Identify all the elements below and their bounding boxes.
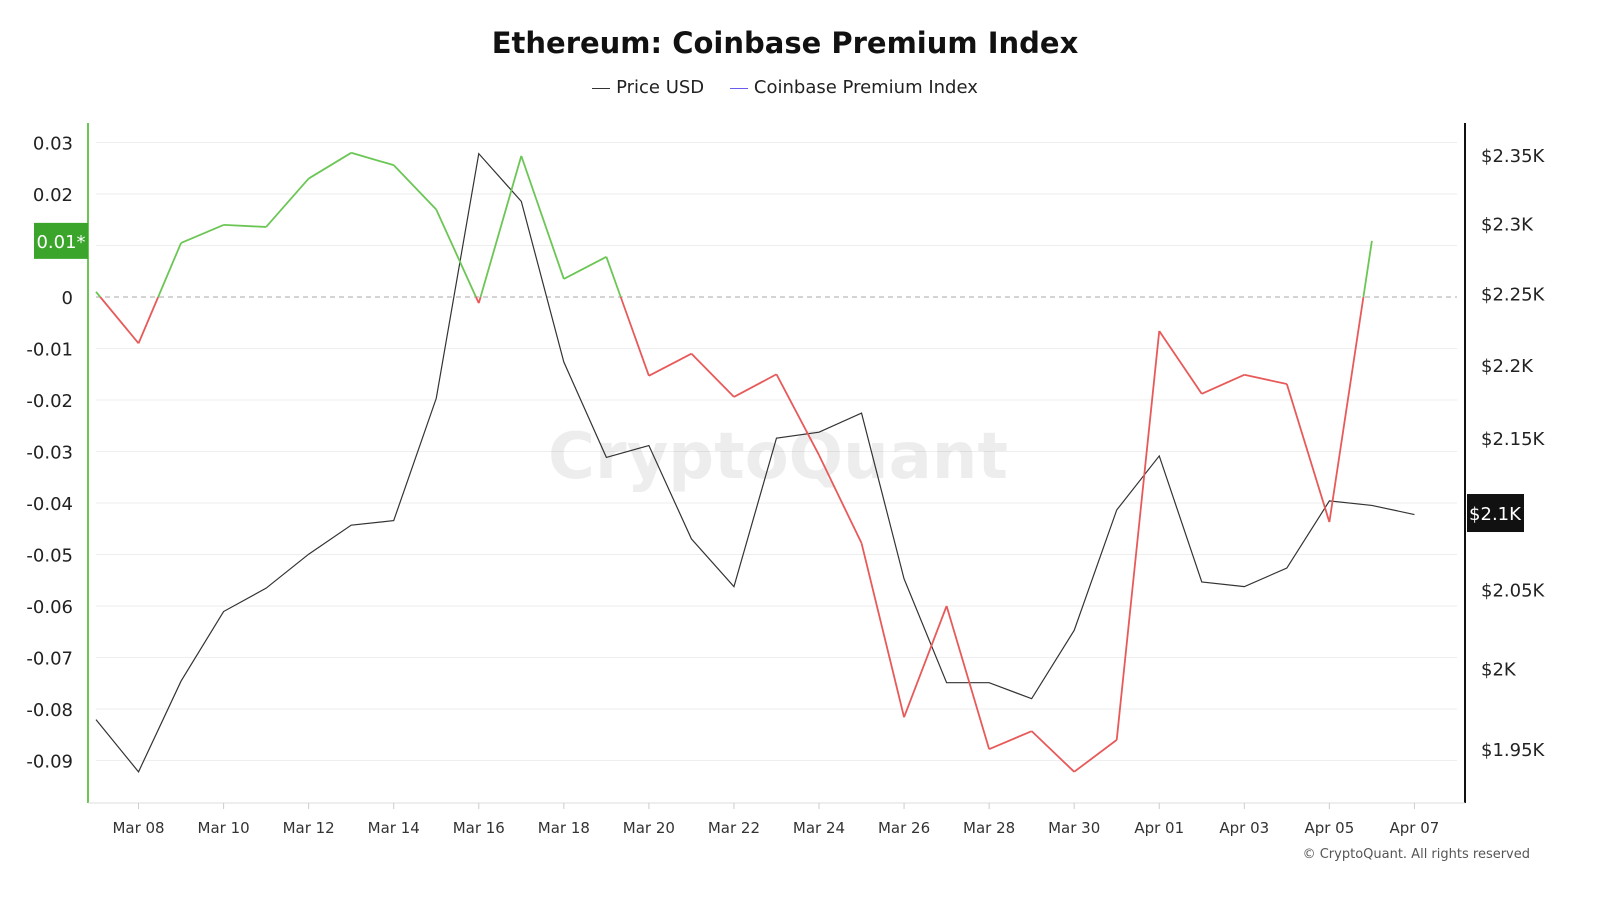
- premium-segment: [137, 296, 159, 344]
- right-tick-label: $2.15K: [1481, 429, 1546, 450]
- right-tick-label: $1.95K: [1481, 740, 1546, 761]
- x-tick-label: Mar 26: [878, 819, 930, 837]
- left-tick-label: 0.02: [33, 185, 73, 206]
- x-tick-label: Apr 03: [1219, 819, 1269, 837]
- premium-segment: [157, 242, 182, 298]
- x-tick-label: Mar 08: [112, 819, 164, 837]
- legend: Price USD Coinbase Premium Index: [0, 77, 1570, 98]
- price-line: [95, 152, 1415, 773]
- premium-segment: [988, 730, 1033, 750]
- premium-segment: [180, 224, 224, 244]
- premium-segment: [520, 155, 565, 280]
- premium-segment: [733, 373, 777, 398]
- left-tick-label: -0.03: [26, 443, 73, 464]
- x-tick-label: Mar 20: [623, 819, 675, 837]
- premium-segment: [477, 296, 482, 304]
- premium-segment: [775, 373, 820, 456]
- x-tick-label: Apr 05: [1304, 819, 1354, 837]
- left-tick-label: -0.01: [26, 340, 73, 361]
- premium-segment: [393, 164, 437, 211]
- left-current-badge: [34, 222, 88, 259]
- premium-segment: [903, 605, 948, 718]
- left-tick-label: 0: [62, 288, 73, 309]
- premium-segment: [1158, 330, 1203, 395]
- right-tick-label: $2.3K: [1481, 214, 1534, 235]
- right-current-badge: [1467, 494, 1524, 533]
- right-tick-label: $2.35K: [1481, 146, 1546, 167]
- premium-segment: [860, 542, 905, 718]
- right-tick-label: $2.25K: [1481, 284, 1546, 305]
- premium-segment: [95, 291, 101, 298]
- x-tick-label: Mar 24: [793, 819, 845, 837]
- premium-segment: [945, 605, 990, 750]
- premium-segment: [1362, 240, 1373, 298]
- premium-segment: [350, 151, 394, 167]
- premium-segment: [265, 177, 310, 228]
- x-tick-label: Mar 10: [198, 819, 250, 837]
- premium-segment: [563, 256, 607, 280]
- left-tick-label: -0.04: [26, 494, 73, 515]
- left-tick-label: -0.02: [26, 391, 73, 412]
- right-tick-label: $2K: [1481, 659, 1517, 680]
- x-tick-label: Mar 22: [708, 819, 760, 837]
- right-current-label: $2.1K: [1469, 504, 1522, 525]
- premium-segment: [818, 454, 863, 544]
- left-tick-label: -0.07: [26, 649, 73, 670]
- left-tick-label: -0.09: [26, 752, 73, 773]
- left-current-label: 0.01*: [36, 232, 85, 253]
- premium-segment: [1201, 373, 1245, 395]
- legend-item-premium[interactable]: Coinbase Premium Index: [729, 77, 978, 98]
- premium-segment: [308, 152, 352, 180]
- premium-segment: [1115, 330, 1161, 740]
- legend-item-price[interactable]: Price USD: [592, 77, 704, 98]
- x-tick-label: Mar 12: [283, 819, 335, 837]
- x-tick-label: Apr 01: [1134, 819, 1184, 837]
- premium-segment: [1328, 296, 1365, 523]
- x-tick-label: Mar 28: [963, 819, 1015, 837]
- right-tick-label: $2.2K: [1481, 356, 1534, 377]
- legend-label-price: Price USD: [616, 77, 705, 98]
- left-tick-label: -0.05: [26, 546, 73, 567]
- left-tick-label: -0.08: [26, 700, 73, 721]
- premium-segment: [223, 224, 267, 228]
- premium-segment: [479, 155, 523, 298]
- x-tick-label: Mar 30: [1048, 819, 1100, 837]
- premium-segment: [1031, 730, 1075, 773]
- premium-segment: [619, 296, 650, 377]
- premium-segment: [435, 209, 477, 298]
- chart-title: Ethereum: Coinbase Premium Index: [491, 26, 1079, 60]
- left-tick-label: 0.03: [33, 134, 73, 155]
- left-tick-label: -0.06: [26, 597, 73, 618]
- premium-segment: [648, 352, 692, 377]
- watermark: CryptoQuant: [548, 420, 1008, 494]
- x-tick-label: Mar 16: [453, 819, 505, 837]
- premium-segment: [605, 256, 622, 298]
- copyright: © CryptoQuant. All rights reserved: [1302, 847, 1530, 862]
- legend-label-premium: Coinbase Premium Index: [753, 77, 978, 98]
- premium-segment: [1285, 383, 1331, 523]
- legend-swatch-premium: [729, 87, 748, 89]
- premium-segment: [690, 353, 735, 398]
- premium-segment: [99, 296, 140, 344]
- x-tick-label: Apr 07: [1390, 819, 1440, 837]
- x-tick-label: Mar 14: [368, 819, 420, 837]
- premium-segment: [1073, 739, 1118, 773]
- legend-swatch-price: [592, 87, 611, 89]
- premium-segment: [1244, 373, 1288, 385]
- right-tick-label: $2.05K: [1481, 581, 1546, 602]
- x-tick-label: Mar 18: [538, 819, 590, 837]
